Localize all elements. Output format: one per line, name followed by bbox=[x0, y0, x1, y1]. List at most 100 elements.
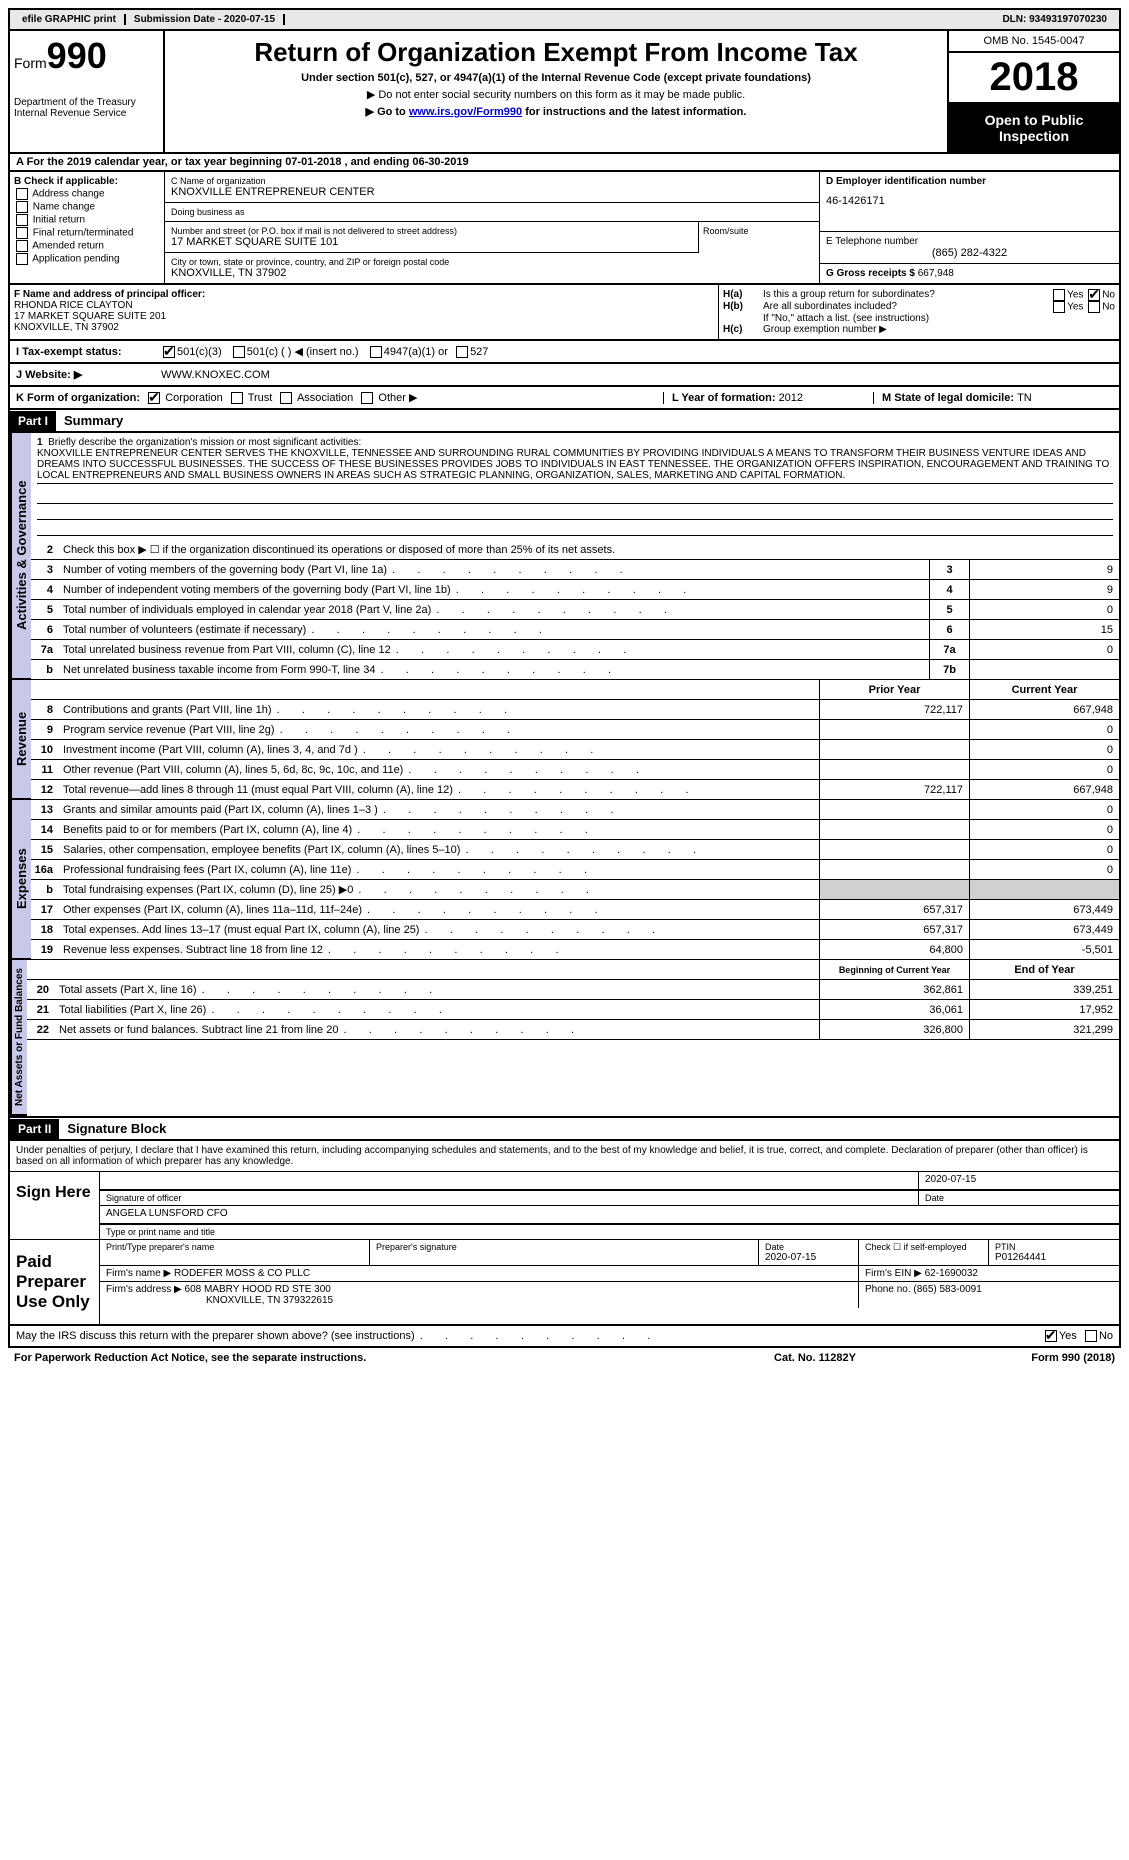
dept-treasury: Department of the Treasury bbox=[14, 97, 159, 108]
discuss-with-preparer: May the IRS discuss this return with the… bbox=[8, 1326, 1121, 1348]
website-row: J Website: ▶ WWW.KNOXEC.COM bbox=[8, 364, 1121, 387]
ptin-value: P01264441 bbox=[995, 1252, 1113, 1263]
form-number: Form990 bbox=[14, 35, 159, 77]
table-row: 12Total revenue—add lines 8 through 11 (… bbox=[31, 780, 1119, 800]
hb-row: H(b) Are all subordinates included? Yes … bbox=[723, 301, 1115, 313]
street-address: 17 MARKET SQUARE SUITE 101 bbox=[171, 236, 692, 248]
cb-initial-return[interactable]: Initial return bbox=[14, 214, 160, 226]
table-row: 7aTotal unrelated business revenue from … bbox=[31, 640, 1119, 660]
cb-corporation[interactable] bbox=[148, 392, 160, 404]
ssn-warning: ▶ Do not enter social security numbers o… bbox=[171, 88, 941, 101]
table-row: 16aProfessional fundraising fees (Part I… bbox=[31, 860, 1119, 880]
dln: DLN: 93493197070230 bbox=[994, 14, 1115, 25]
irs-link[interactable]: www.irs.gov/Form990 bbox=[409, 106, 522, 118]
table-row: 4Number of independent voting members of… bbox=[31, 580, 1119, 600]
cb-discuss-no[interactable] bbox=[1085, 1330, 1097, 1342]
suite-cell: Room/suite bbox=[699, 222, 819, 253]
part2-header: Part II Signature Block bbox=[8, 1118, 1121, 1141]
sign-here-row: Sign Here 2020-07-15 Signature of office… bbox=[10, 1172, 1119, 1239]
rev-header-row: Prior Year Current Year bbox=[31, 680, 1119, 700]
col-b-title: B Check if applicable: bbox=[14, 176, 160, 187]
firm-addr2: KNOXVILLE, TN 379322615 bbox=[106, 1295, 852, 1306]
firm-phone: (865) 583-0091 bbox=[913, 1284, 981, 1295]
city-state-zip: KNOXVILLE, TN 37902 bbox=[171, 267, 813, 279]
submission-date: Submission Date - 2020-07-15 bbox=[124, 14, 285, 25]
ein-cell: D Employer identification number 46-1426… bbox=[820, 172, 1119, 232]
cb-application-pending[interactable]: Application pending bbox=[14, 253, 160, 265]
cb-501c3[interactable] bbox=[163, 346, 175, 358]
cb-amended-return[interactable]: Amended return bbox=[14, 240, 160, 252]
part1-header: Part I Summary bbox=[8, 410, 1121, 433]
paid-preparer-row: Paid Preparer Use Only Print/Type prepar… bbox=[10, 1239, 1119, 1324]
cb-527[interactable] bbox=[456, 346, 468, 358]
col-c-org-info: C Name of organization KNOXVILLE ENTREPR… bbox=[165, 172, 819, 283]
table-row: 15Salaries, other compensation, employee… bbox=[31, 840, 1119, 860]
paid-preparer-label: Paid Preparer Use Only bbox=[10, 1240, 100, 1324]
org-name: KNOXVILLE ENTREPRENEUR CENTER bbox=[171, 186, 813, 198]
firm-addr1: 608 MABRY HOOD RD STE 300 bbox=[185, 1284, 331, 1295]
line-1-mission: 1 Briefly describe the organization's mi… bbox=[31, 433, 1119, 540]
ein-value: 46-1426171 bbox=[826, 195, 1113, 207]
col-right-info: D Employer identification number 46-1426… bbox=[819, 172, 1119, 283]
website-value: WWW.KNOXEC.COM bbox=[161, 369, 270, 381]
section-activities-governance: Activities & Governance 1 Briefly descri… bbox=[8, 433, 1121, 680]
cb-final-return[interactable]: Final return/terminated bbox=[14, 227, 160, 239]
k-form-org: K Form of organization: Corporation Trus… bbox=[16, 391, 663, 404]
table-row: 17Other expenses (Part IX, column (A), l… bbox=[31, 900, 1119, 920]
officer-sig-date: 2020-07-15 bbox=[919, 1172, 1119, 1189]
gross-receipts: 667,948 bbox=[918, 268, 954, 279]
header-title-box: Return of Organization Exempt From Incom… bbox=[165, 31, 949, 152]
m-state-domicile: M State of legal domicile: TN bbox=[873, 392, 1113, 404]
street-row: Number and street (or P.O. box if mail i… bbox=[165, 222, 819, 253]
table-row: 19Revenue less expenses. Subtract line 1… bbox=[31, 940, 1119, 960]
cb-trust[interactable] bbox=[231, 392, 243, 404]
table-row: 14Benefits paid to or for members (Part … bbox=[31, 820, 1119, 840]
table-row: 21Total liabilities (Part X, line 26)36,… bbox=[27, 1000, 1119, 1020]
perjury-statement: Under penalties of perjury, I declare th… bbox=[10, 1141, 1119, 1172]
hb-note: If "No," attach a list. (see instruction… bbox=[723, 313, 1115, 324]
header-right-box: OMB No. 1545-0047 2018 Open to Public In… bbox=[949, 31, 1119, 152]
cat-number: Cat. No. 11282Y bbox=[715, 1352, 915, 1364]
cb-501c[interactable] bbox=[233, 346, 245, 358]
sign-here-label: Sign Here bbox=[10, 1172, 100, 1239]
section-revenue: Revenue Prior Year Current Year 8Contrib… bbox=[8, 680, 1121, 800]
table-row: 20Total assets (Part X, line 16)362,8613… bbox=[27, 980, 1119, 1000]
section-expenses: Expenses 13Grants and similar amounts pa… bbox=[8, 800, 1121, 960]
cb-address-change[interactable]: Address change bbox=[14, 188, 160, 200]
omb-number: OMB No. 1545-0047 bbox=[949, 31, 1119, 53]
dba-cell: Doing business as bbox=[165, 203, 819, 222]
l-year-formation: L Year of formation: 2012 bbox=[663, 392, 873, 404]
section-net-assets: Net Assets or Fund Balances Beginning of… bbox=[8, 960, 1121, 1118]
cb-discuss-yes[interactable] bbox=[1045, 1330, 1057, 1342]
row-a-tax-year: A For the 2019 calendar year, or tax yea… bbox=[8, 154, 1121, 172]
table-row: 13Grants and similar amounts paid (Part … bbox=[31, 800, 1119, 820]
table-row: 9Program service revenue (Part VIII, lin… bbox=[31, 720, 1119, 740]
table-row: 6Total number of volunteers (estimate if… bbox=[31, 620, 1119, 640]
na-header-row: Beginning of Current Year End of Year bbox=[27, 960, 1119, 980]
principal-officer: F Name and address of principal officer:… bbox=[10, 285, 719, 339]
mission-text: KNOXVILLE ENTREPRENEUR CENTER SERVES THE… bbox=[37, 448, 1113, 484]
form-title: Return of Organization Exempt From Incom… bbox=[171, 37, 941, 68]
paperwork-notice: For Paperwork Reduction Act Notice, see … bbox=[14, 1352, 715, 1364]
table-row: 10Investment income (Part VIII, column (… bbox=[31, 740, 1119, 760]
instructions-link-line: ▶ Go to www.irs.gov/Form990 for instruct… bbox=[171, 105, 941, 118]
table-row: 11Other revenue (Part VIII, column (A), … bbox=[31, 760, 1119, 780]
col-b-checkboxes: B Check if applicable: Address change Na… bbox=[10, 172, 165, 283]
side-revenue: Revenue bbox=[10, 680, 31, 800]
side-expenses: Expenses bbox=[10, 800, 31, 960]
phone-cell: E Telephone number (865) 282-4322 bbox=[820, 232, 1119, 264]
cb-name-change[interactable]: Name change bbox=[14, 201, 160, 213]
cb-other[interactable] bbox=[361, 392, 373, 404]
ha-row: H(a) Is this a group return for subordin… bbox=[723, 289, 1115, 301]
cb-4947[interactable] bbox=[370, 346, 382, 358]
form-id-box: Form990 Department of the Treasury Inter… bbox=[10, 31, 165, 152]
table-row: 18Total expenses. Add lines 13–17 (must … bbox=[31, 920, 1119, 940]
street-cell: Number and street (or P.O. box if mail i… bbox=[165, 222, 699, 253]
side-activities-governance: Activities & Governance bbox=[10, 433, 31, 680]
fgh-row: F Name and address of principal officer:… bbox=[8, 285, 1121, 341]
cb-association[interactable] bbox=[280, 392, 292, 404]
firm-ein: 62-1690032 bbox=[925, 1268, 978, 1279]
form-footer: Form 990 (2018) bbox=[915, 1352, 1115, 1364]
top-bar: efile GRAPHIC print Submission Date - 20… bbox=[8, 8, 1121, 31]
tax-exempt-status-row: I Tax-exempt status: 501(c)(3) 501(c) ( … bbox=[8, 341, 1121, 364]
